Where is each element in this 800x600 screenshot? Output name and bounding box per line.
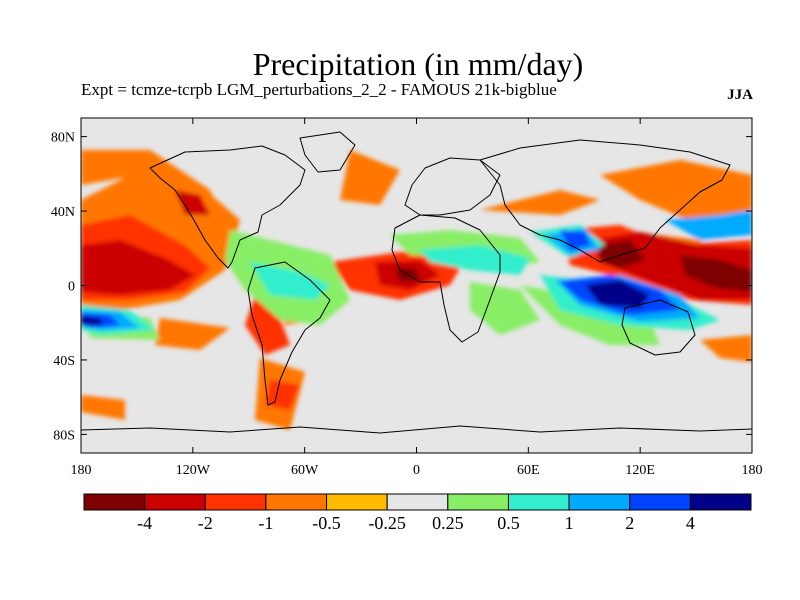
colorbar-swatch — [629, 493, 691, 511]
season-label: JJA — [727, 87, 753, 103]
colorbar-swatch — [507, 493, 570, 511]
lat-tick-label: 40S — [53, 354, 75, 369]
lon-tick-label: 60E — [517, 463, 540, 478]
precipitation-field — [81, 131, 752, 434]
map-area: 80N 40N 0 40S 80S 180 120W 60W 0 60E 120E 180 — [51, 117, 763, 478]
colorbar: -4 -2 -1 -0.5 -0.25 0.25 0.5 1 2 4 — [83, 493, 752, 533]
colorbar-swatch — [204, 493, 267, 511]
colorbar-swatch — [83, 493, 146, 511]
anomaly-navy — [81, 280, 650, 325]
colorbar-swatch — [568, 493, 631, 511]
lat-tick-label: 0 — [68, 280, 75, 295]
coastline-australia — [621, 299, 696, 356]
lon-tick-label: 120W — [176, 463, 211, 478]
colorbar-swatch — [447, 493, 509, 511]
colorbar-label: 4 — [686, 513, 695, 533]
lat-tick-label: 80N — [51, 131, 75, 146]
colorbar-swatch — [689, 493, 752, 511]
chart-title: Precipitation (in mm/day) — [252, 46, 584, 82]
map-ticks: 80N 40N 0 40S 80S 180 120W 60W 0 60E 120E 180 — [51, 118, 763, 478]
coastline-north-america — [149, 145, 306, 269]
coastlines — [81, 131, 752, 434]
colorbar-label: -2 — [198, 513, 213, 533]
lon-tick-label: 0 — [413, 463, 420, 478]
lon-tick-label: 180 — [742, 463, 763, 478]
coastline-south-america — [247, 261, 331, 406]
colorbar-swatch — [326, 493, 388, 511]
colorbar-label: -0.5 — [312, 513, 341, 533]
colorbar-label: -1 — [258, 513, 273, 533]
colorbar-swatch — [265, 493, 328, 511]
coastline-africa — [391, 214, 501, 343]
colorbar-swatch — [144, 493, 206, 511]
lon-tick-label: 180 — [71, 463, 92, 478]
colorbar-label: 0.5 — [497, 513, 520, 533]
coastline-greenland — [299, 131, 356, 173]
colorbar-label: -4 — [137, 513, 152, 533]
colorbar-label: 1 — [565, 513, 574, 533]
experiment-subtitle: Expt = tcmze-tcrpb LGM_perturbations_2_2… — [81, 80, 557, 99]
coastline-asia — [479, 139, 731, 263]
lon-tick-label: 60W — [291, 463, 319, 478]
lon-tick-label: 120E — [625, 463, 655, 478]
coastline-europe — [404, 157, 501, 216]
colorbar-label: 0.25 — [432, 513, 464, 533]
colorbar-label: 2 — [625, 513, 634, 533]
lat-tick-label: 80S — [53, 428, 75, 443]
colorbar-swatch — [386, 493, 449, 511]
colorbar-label: -0.25 — [368, 513, 406, 533]
lat-tick-label: 40N — [51, 205, 75, 220]
coastline-antarctica — [81, 425, 752, 434]
